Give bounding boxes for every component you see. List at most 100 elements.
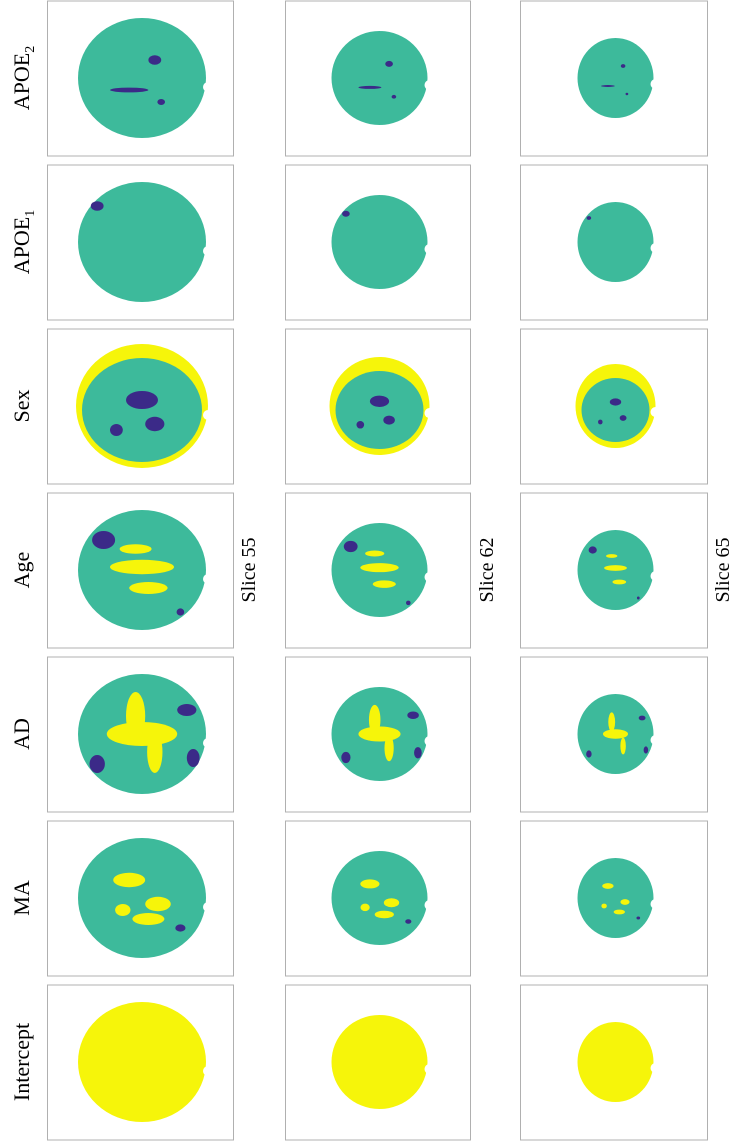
region (369, 395, 390, 407)
brain-notch (203, 902, 213, 912)
brain-notch (424, 80, 435, 91)
region (620, 899, 630, 905)
region (643, 746, 649, 754)
panel (285, 328, 471, 485)
region (608, 712, 616, 732)
row-label: APOE2 (9, 46, 38, 110)
region (372, 580, 396, 588)
slice-label: Slice 62 (476, 538, 498, 603)
brain-notch (203, 574, 213, 584)
region (601, 85, 615, 87)
label-text: APOE (9, 217, 34, 274)
panel (47, 0, 234, 157)
brain (78, 1002, 206, 1122)
region (368, 704, 381, 735)
region (601, 903, 607, 909)
brain-notch (424, 900, 435, 911)
region (92, 531, 116, 549)
row-label: APOE1 (9, 210, 38, 274)
region (119, 544, 152, 554)
brain-notch (424, 244, 435, 255)
region (343, 540, 358, 553)
row-label: Age (9, 552, 34, 589)
label-text: APOE (9, 53, 34, 110)
region (129, 582, 168, 594)
region (358, 85, 382, 89)
panel (285, 492, 471, 649)
brain-notch (650, 1063, 661, 1073)
brain-notch (424, 408, 435, 419)
label-subscript: 2 (23, 46, 38, 53)
brain-notch (203, 246, 213, 256)
region (385, 60, 393, 67)
brain-notch (424, 572, 435, 583)
region (609, 398, 622, 406)
region (342, 210, 350, 217)
region (586, 750, 592, 758)
brain (78, 182, 206, 302)
brain-notch (203, 738, 213, 748)
region (110, 559, 174, 575)
brain (331, 31, 428, 125)
panel (520, 492, 708, 649)
brain-notch (424, 736, 435, 747)
region (602, 729, 629, 739)
region (110, 424, 123, 436)
brain-notch (650, 735, 661, 745)
panel (520, 0, 708, 157)
region (602, 883, 614, 889)
region (145, 416, 165, 432)
region (110, 87, 149, 93)
region (175, 924, 186, 932)
panel (520, 984, 708, 1141)
region (612, 579, 627, 585)
brain-notch (203, 1066, 213, 1076)
panel (47, 820, 234, 977)
panel (520, 820, 708, 977)
region (586, 216, 592, 220)
region (126, 692, 146, 740)
region (186, 749, 200, 767)
brain (581, 378, 650, 442)
brain (577, 202, 654, 282)
brain (331, 1015, 428, 1109)
panel (520, 328, 708, 485)
region (145, 896, 171, 912)
region (407, 711, 419, 719)
region (147, 731, 163, 773)
brain (331, 195, 428, 289)
region (132, 913, 165, 925)
panel (520, 164, 708, 321)
region (405, 919, 412, 924)
region (157, 99, 166, 105)
region (89, 755, 105, 773)
brain-notch (203, 410, 213, 420)
region (638, 715, 646, 721)
brain (78, 838, 206, 958)
region (383, 415, 395, 425)
region (360, 879, 380, 889)
row-label: Intercept (9, 1023, 34, 1101)
slice-label: Slice 55 (238, 538, 260, 603)
row-label: MA (9, 880, 34, 916)
region (636, 916, 641, 920)
brain (82, 358, 202, 462)
panel (47, 328, 234, 485)
panel (285, 164, 471, 321)
brain-notch (650, 79, 661, 89)
brain-notch (650, 571, 661, 581)
panel (47, 984, 234, 1141)
brain (335, 371, 424, 449)
panel (47, 164, 234, 321)
region (588, 546, 597, 554)
panel (47, 492, 234, 649)
region (360, 563, 399, 573)
region (341, 751, 351, 764)
brain (577, 38, 654, 118)
region (115, 904, 131, 916)
region (613, 909, 625, 915)
brain-notch (203, 82, 213, 92)
region (90, 201, 104, 211)
brain (577, 858, 654, 938)
